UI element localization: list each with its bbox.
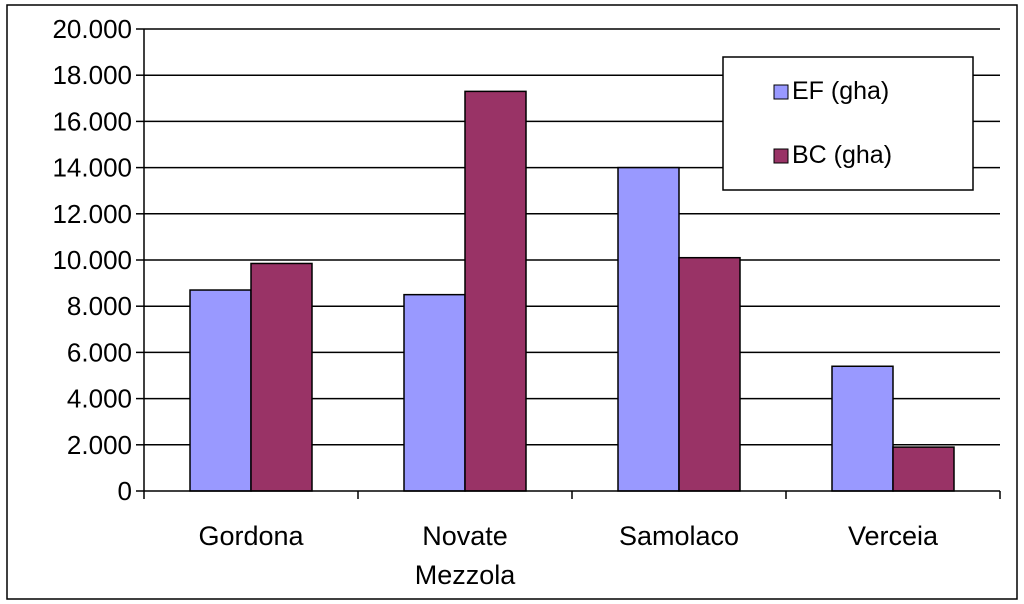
legend-swatch <box>773 84 789 100</box>
bar-ef-gordona <box>189 289 252 492</box>
legend-label: BC (gha) <box>792 141 892 169</box>
x-category-label: Verceia <box>848 521 939 551</box>
bar-bc-gordona <box>250 262 313 492</box>
bar-ef-verceia <box>831 365 894 492</box>
legend-swatch <box>773 148 789 164</box>
y-tick-label: 18.000 <box>52 60 132 90</box>
y-axis-ticks: 0 2.000 4.000 6.000 8.000 10.000 12.000 14.000 1… <box>52 14 144 506</box>
y-tick-label: 6.000 <box>67 337 132 367</box>
bar-bc-verceia <box>892 446 955 492</box>
bar-ef-novate-mezzola <box>403 293 466 492</box>
x-category-label: Mezzola <box>415 560 517 590</box>
y-tick-label: 8.000 <box>67 291 132 321</box>
y-tick-label: 12.000 <box>52 199 132 229</box>
bars <box>189 90 955 492</box>
bar-ef-samolaco <box>617 166 680 492</box>
x-category-label: Samolaco <box>619 521 739 551</box>
y-tick-label: 20.000 <box>52 14 132 44</box>
y-tick-label: 4.000 <box>67 384 132 414</box>
x-category-label: Novate <box>422 521 508 551</box>
bar-bc-novate-mezzola <box>464 90 527 492</box>
x-axis-labels: Gordona Novate Mezzola Samolaco Verceia <box>198 521 939 590</box>
y-tick-label: 14.000 <box>52 153 132 183</box>
legend: EF (gha) BC (gha) <box>722 56 974 191</box>
legend-box <box>722 56 974 191</box>
bar-bc-samolaco <box>678 256 741 492</box>
y-tick-label: 16.000 <box>52 106 132 136</box>
y-tick-label: 10.000 <box>52 245 132 275</box>
y-tick-label: 0 <box>118 476 132 506</box>
x-category-label: Gordona <box>198 521 304 551</box>
legend-label: EF (gha) <box>792 77 889 105</box>
y-tick-label: 2.000 <box>67 430 132 460</box>
axes <box>143 29 1001 499</box>
